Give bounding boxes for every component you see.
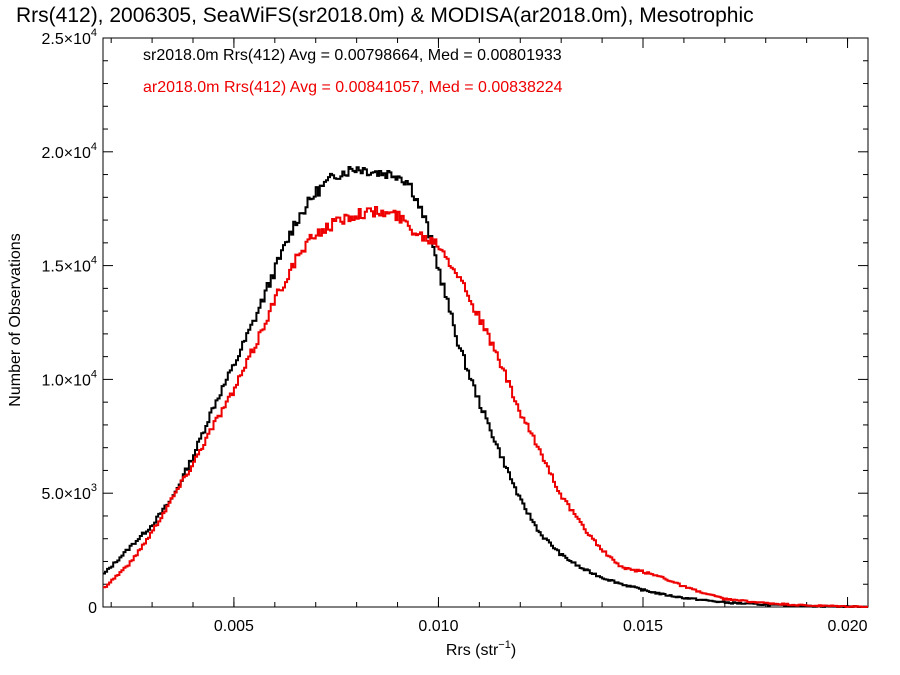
y-tick-label: 5.0×103 [41,482,97,503]
x-axis-label-text: Rrs (str [446,642,499,659]
x-axis-label-close: ) [511,642,516,659]
chart-title: Rrs(412), 2006305, SeaWiFS(sr2018.0m) & … [16,4,754,27]
series-1-line [103,206,868,608]
series-0-line [103,166,868,608]
annotation-sr2018: sr2018.0m Rrs(412) Avg = 0.00798664, Med… [143,47,562,64]
y-tick-label: 1.0×104 [41,368,97,389]
x-axis: 0.005 0.010 0.015 0.020 [110,38,868,635]
y-tick-label: 0 [88,600,97,617]
x-axis-label-exponent: −1 [498,639,511,651]
x-tick-label: 0.005 [214,618,254,635]
y-axis: 0 5.0×103 1.0×104 1.5×104 2.0×104 2.5×104 [41,27,868,617]
x-axis-label: Rrs (str−1) [446,639,516,659]
annotation-ar2018: ar2018.0m Rrs(412) Avg = 0.00841057, Med… [143,79,563,96]
x-tick-label: 0.020 [828,618,868,635]
y-tick-label: 2.0×104 [41,141,97,162]
series-layer [103,166,868,608]
y-tick-label: 1.5×104 [41,255,97,276]
plot-frame [102,37,869,608]
y-axis-label: Number of Observations [7,233,24,406]
x-tick-label: 0.015 [623,618,663,635]
x-tick-label: 0.010 [418,618,458,635]
y-tick-label: 2.5×104 [41,27,97,48]
